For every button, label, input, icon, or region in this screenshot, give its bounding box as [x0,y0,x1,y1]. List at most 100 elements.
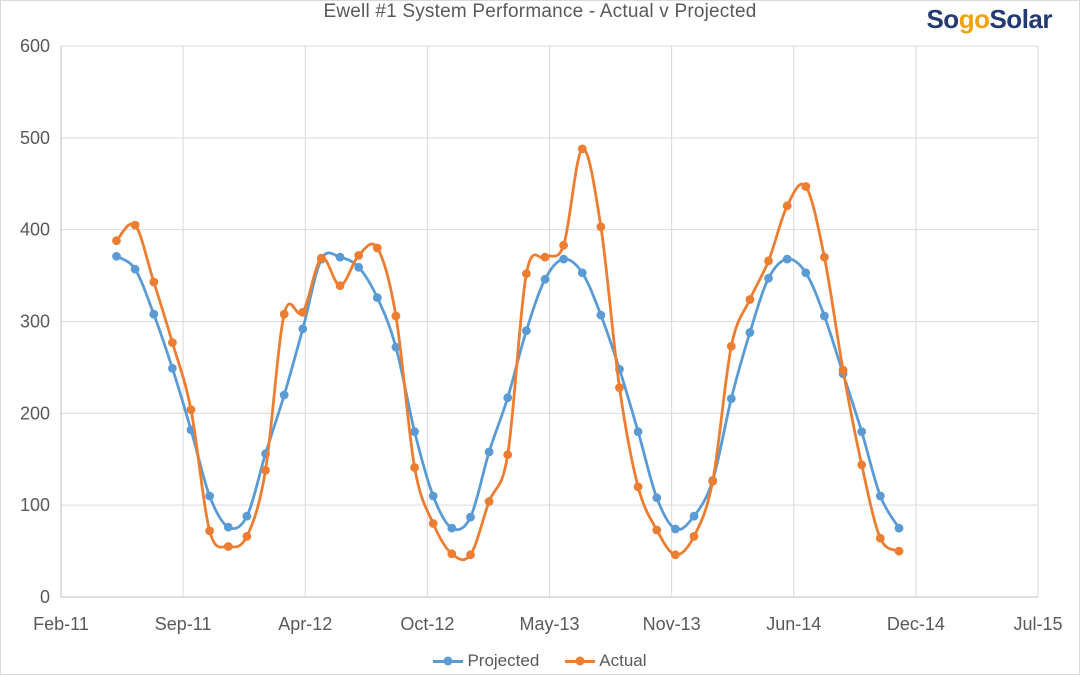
data-point-actual [726,341,736,351]
data-point-projected [857,427,867,437]
line-chart-canvas: 0 100 200 300 400 500 600 Feb-11 Sep-11 Apr-12 Oct… [20,36,1063,634]
data-point-actual [894,546,904,556]
data-point-projected [242,511,252,521]
x-tick-label: Apr-12 [278,614,332,634]
data-point-actual [745,295,755,304]
data-point-actual [317,253,326,263]
data-point-projected [447,523,457,533]
y-tick-label: 200 [20,403,50,423]
y-tick-label: 500 [20,128,50,148]
data-point-projected [764,273,773,283]
data-point-actual [764,256,773,266]
data-point-projected [205,491,215,501]
data-point-actual [615,383,624,392]
x-tick-label: Jul-15 [1013,614,1062,634]
data-point-actual [782,201,792,211]
data-point-actual [298,307,308,317]
data-point-projected [112,251,121,261]
data-point-actual [242,532,252,541]
data-point-projected [633,427,643,437]
data-point-actual [801,182,811,191]
data-point-actual [838,365,848,375]
data-point-projected [503,393,513,403]
data-point-projected [745,328,755,337]
data-point-actual [484,497,494,506]
data-point-actual [522,269,531,279]
y-tick-label: 100 [20,495,50,515]
sogosolar-logo: SogoSolar [926,4,1052,35]
legend-label-actual: Actual [599,651,647,670]
data-point-projected [149,309,159,319]
logo-text-solar: Solar [989,4,1052,34]
data-point-projected [894,523,904,533]
data-point-actual [689,532,699,541]
data-point-projected [484,447,494,457]
data-point-actual [875,533,885,543]
x-tick-label: Feb-11 [33,614,89,634]
data-point-projected [391,342,401,352]
data-point-projected [168,363,177,373]
data-point-actual [410,463,419,472]
data-point-projected [466,512,475,522]
data-point-projected [540,274,550,284]
data-point-projected [335,252,345,262]
data-point-projected [522,326,531,336]
data-point-projected [428,491,438,501]
data-point-actual [279,309,289,319]
data-point-projected [596,310,606,320]
x-tick-label: Sep-11 [155,614,212,634]
data-point-actual [372,243,382,253]
data-point-actual [540,252,550,262]
data-point-projected [689,511,699,521]
data-point-projected [577,268,587,278]
data-point-projected [671,524,680,534]
data-point-projected [223,522,233,532]
projected-line-marker-icon [433,655,464,667]
data-point-projected [875,491,885,501]
x-tick-label: Oct-12 [400,614,454,634]
data-point-actual [596,222,606,232]
data-point-actual [391,311,401,321]
chart-legend: Projected Actual [0,650,1080,672]
data-point-projected [372,293,382,302]
data-point-actual [652,525,662,535]
data-point-actual [205,526,215,536]
data-point-projected [354,262,364,272]
logo-text-so: So [926,4,959,34]
data-point-actual [428,519,438,528]
series-line-projected [115,251,901,532]
legend-item-projected: Projected [433,651,539,671]
data-point-actual [112,236,121,246]
data-point-actual [708,476,718,486]
legend-item-actual: Actual [565,651,647,671]
data-point-projected [726,394,736,403]
legend-label-projected: Projected [467,651,540,670]
data-point-projected [820,311,829,321]
y-tick-label: 600 [20,36,50,56]
data-point-actual [149,277,159,287]
data-point-actual [261,465,270,475]
x-tick-label: Nov-13 [643,614,701,634]
data-point-actual [671,550,680,560]
data-point-actual [559,240,568,250]
data-point-actual [503,450,513,460]
chart-title: Ewell #1 System Performance - Actual v P… [323,1,757,22]
actual-line-marker-icon [565,655,596,667]
data-point-actual [186,405,196,415]
x-tick-label: Jun-14 [766,614,821,634]
data-point-actual [466,550,475,560]
data-point-actual [820,252,829,262]
data-point-projected [298,324,308,334]
x-tick-label: May-13 [519,614,579,634]
data-point-actual [633,482,643,492]
data-point-actual [335,281,345,291]
data-point-projected [782,254,792,264]
data-point-projected [279,390,289,400]
data-point-actual [354,251,364,260]
data-point-actual [168,338,177,347]
logo-text-go: go [958,4,990,34]
data-point-projected [130,264,140,274]
data-point-projected [801,268,811,278]
series-line-actual [115,147,901,562]
data-point-projected [559,254,568,264]
